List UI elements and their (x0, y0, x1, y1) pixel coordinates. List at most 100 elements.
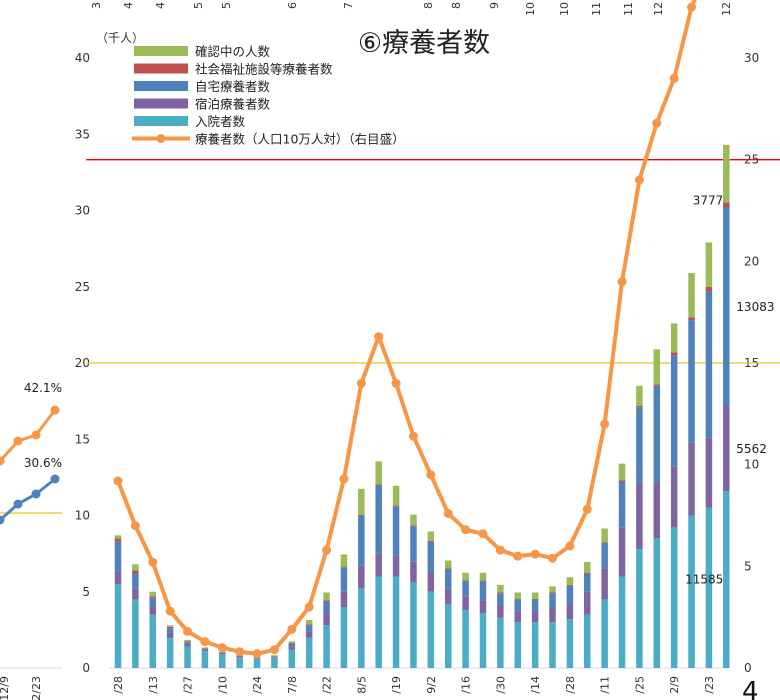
bar-segment (444, 568, 452, 569)
bar-segment (688, 320, 695, 443)
rate-point (565, 541, 575, 551)
bar-segment (462, 580, 469, 582)
bar-segment (497, 617, 504, 668)
bar-segment (723, 206, 730, 407)
bar-segment (375, 576, 382, 668)
bar-segment (323, 592, 330, 601)
x-tick-label: /13 (147, 676, 160, 694)
bar-segment (166, 626, 174, 629)
y-axis-left: 0 5 10 15 20 25 30 35 40 (75, 51, 90, 675)
bar-segment (636, 483, 643, 550)
bar-segment (444, 568, 452, 589)
rate-point (165, 606, 175, 616)
bar-segment (462, 572, 469, 581)
bar-segment (392, 555, 400, 577)
bar-segment (288, 641, 296, 643)
rate-point (634, 175, 644, 185)
bar-segment (375, 485, 382, 554)
x-tick-label: 8/5 (355, 676, 368, 694)
left-panel: 42.1% 30.6% 12/9 2/23 (0, 381, 62, 700)
bar-segment (653, 384, 661, 386)
x-tick-label: /27 (182, 676, 195, 694)
bar-segment (549, 608, 556, 623)
bar-segment (340, 591, 348, 607)
rate-point (513, 551, 523, 561)
bar-segment (236, 657, 243, 668)
bar-segment (184, 642, 191, 644)
bar-segment (566, 603, 574, 620)
rate-point (374, 332, 384, 342)
top-cut-label: 10 (558, 2, 571, 16)
reference-lines (86, 159, 780, 364)
y-left-tick-label: 30 (75, 204, 90, 218)
bar-segment (618, 480, 626, 482)
left-panel-x-tick: 12/9 (0, 676, 11, 700)
y-left-tick-label: 10 (75, 509, 90, 523)
bar-segment (323, 600, 330, 601)
bar-segment (427, 571, 435, 592)
bar-segment (618, 463, 626, 481)
bar-segment (531, 592, 539, 599)
rate-point (461, 525, 471, 535)
bar-segment (549, 592, 556, 594)
rate-point (548, 553, 557, 563)
legend-label: 確認中の人数 (195, 44, 271, 59)
bar-segment (479, 613, 487, 668)
bar-segment (392, 576, 400, 668)
bar-segment (497, 584, 504, 593)
bar-segment (305, 624, 313, 626)
x-axis-ticks: /28/13/27/10/24 7/8/22 8/5/19 9/2/16/30/14 /… (112, 676, 716, 694)
bar-segment (688, 317, 695, 321)
legend-swatch (134, 98, 188, 109)
rate-point (339, 474, 349, 484)
legend-label: 入院者数 (195, 114, 246, 129)
y-left-tick-label: 0 (82, 661, 90, 675)
bar-segment (514, 598, 521, 600)
y-right-tick-label: 0 (744, 661, 752, 675)
bar-segment (323, 625, 330, 668)
x-tick-label: /19 (390, 676, 403, 694)
data-annotation: 3777 (693, 193, 724, 207)
bar-segment (114, 538, 122, 542)
bar-segment (201, 649, 209, 652)
bar-segment (184, 646, 191, 668)
rate-point (148, 557, 158, 567)
y-left-tick-label: 15 (75, 432, 90, 446)
y-left-tick-label: 5 (82, 585, 90, 599)
bar-segment (723, 406, 730, 492)
bar-segment (670, 527, 678, 668)
bar-segment (670, 355, 678, 467)
top-cut-label: 11 (590, 2, 603, 16)
bar-segment (323, 613, 330, 626)
left-panel-annotation: 42.1% (24, 381, 62, 395)
top-cut-label: 8 (422, 2, 435, 9)
bar-segment (305, 625, 313, 632)
bar-segment (288, 642, 296, 644)
bar-segment (305, 637, 313, 668)
left-panel-line (0, 477, 56, 523)
y-left-tick-label: 35 (75, 127, 90, 141)
bar-segment (584, 572, 591, 574)
rate-point (582, 504, 592, 514)
bar-segment (132, 570, 139, 574)
legend-swatch (134, 46, 188, 56)
bar-segment (462, 581, 469, 597)
rate-point (304, 602, 314, 612)
rate-point (617, 277, 627, 287)
bar-segment (566, 619, 574, 668)
bar-segment (410, 526, 417, 562)
bar-segment (618, 576, 626, 668)
bar-segment (166, 637, 174, 668)
rate-point (269, 645, 279, 655)
rate-line-series (113, 0, 697, 659)
bar-segment (288, 649, 296, 668)
bar-segment (479, 581, 487, 601)
bar-segment (497, 592, 504, 594)
rate-point (478, 529, 488, 539)
x-tick-label: /16 (460, 676, 473, 694)
bar-segment (358, 514, 365, 516)
x-tick-label: /23 (703, 676, 716, 694)
data-annotation: 13083 (736, 300, 774, 314)
top-cut-label: 10 (524, 2, 537, 16)
